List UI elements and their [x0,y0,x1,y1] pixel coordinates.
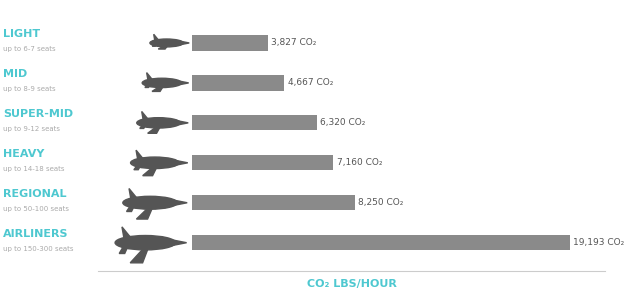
Polygon shape [170,159,188,166]
Text: up to 8-9 seats: up to 8-9 seats [3,86,56,92]
Polygon shape [152,44,157,46]
Polygon shape [177,41,189,45]
Text: HEAVY: HEAVY [3,149,45,159]
Polygon shape [158,43,171,49]
Text: REGIONAL: REGIONAL [3,189,67,199]
Ellipse shape [150,39,183,47]
Ellipse shape [137,118,180,128]
Polygon shape [164,238,187,247]
Polygon shape [174,80,189,86]
X-axis label: CO₂ LBS/HOUR: CO₂ LBS/HOUR [307,279,397,289]
Polygon shape [172,120,188,126]
Bar [193,115,317,130]
Text: 19,193 CO₂: 19,193 CO₂ [573,238,624,247]
Text: AIRLINERS: AIRLINERS [3,229,68,239]
Text: SUPER-MID: SUPER-MID [3,109,74,119]
Polygon shape [147,73,153,83]
Bar [193,35,268,50]
Polygon shape [134,164,141,170]
Text: up to 9-12 seats: up to 9-12 seats [3,126,60,132]
Polygon shape [130,242,154,263]
Text: LIGHT: LIGHT [3,29,40,39]
Text: up to 6-7 seats: up to 6-7 seats [3,46,56,52]
Text: up to 14-18 seats: up to 14-18 seats [3,166,65,172]
Polygon shape [154,34,159,43]
Polygon shape [136,202,157,219]
Text: 6,320 CO₂: 6,320 CO₂ [320,118,365,127]
Polygon shape [127,204,135,212]
Text: up to 50-100 seats: up to 50-100 seats [3,206,69,212]
Polygon shape [168,199,187,207]
Text: up to 150-300 seats: up to 150-300 seats [3,246,74,252]
Bar [193,75,284,91]
Polygon shape [141,112,148,123]
Polygon shape [145,84,151,88]
Polygon shape [119,244,129,254]
Text: 7,160 CO₂: 7,160 CO₂ [337,158,382,167]
Ellipse shape [142,78,182,88]
Text: 3,827 CO₂: 3,827 CO₂ [271,39,317,47]
Polygon shape [143,162,161,176]
Text: MID: MID [3,69,28,79]
Text: 8,250 CO₂: 8,250 CO₂ [358,198,403,207]
Ellipse shape [115,236,175,250]
Bar [193,235,570,250]
Ellipse shape [123,196,177,209]
Polygon shape [140,124,147,129]
Polygon shape [136,150,144,163]
Polygon shape [148,122,164,133]
Polygon shape [122,227,132,243]
Text: 4,667 CO₂: 4,667 CO₂ [288,78,333,88]
Bar [193,155,333,171]
Bar [193,195,355,210]
Ellipse shape [131,157,179,168]
Polygon shape [129,188,138,203]
Polygon shape [152,82,167,92]
